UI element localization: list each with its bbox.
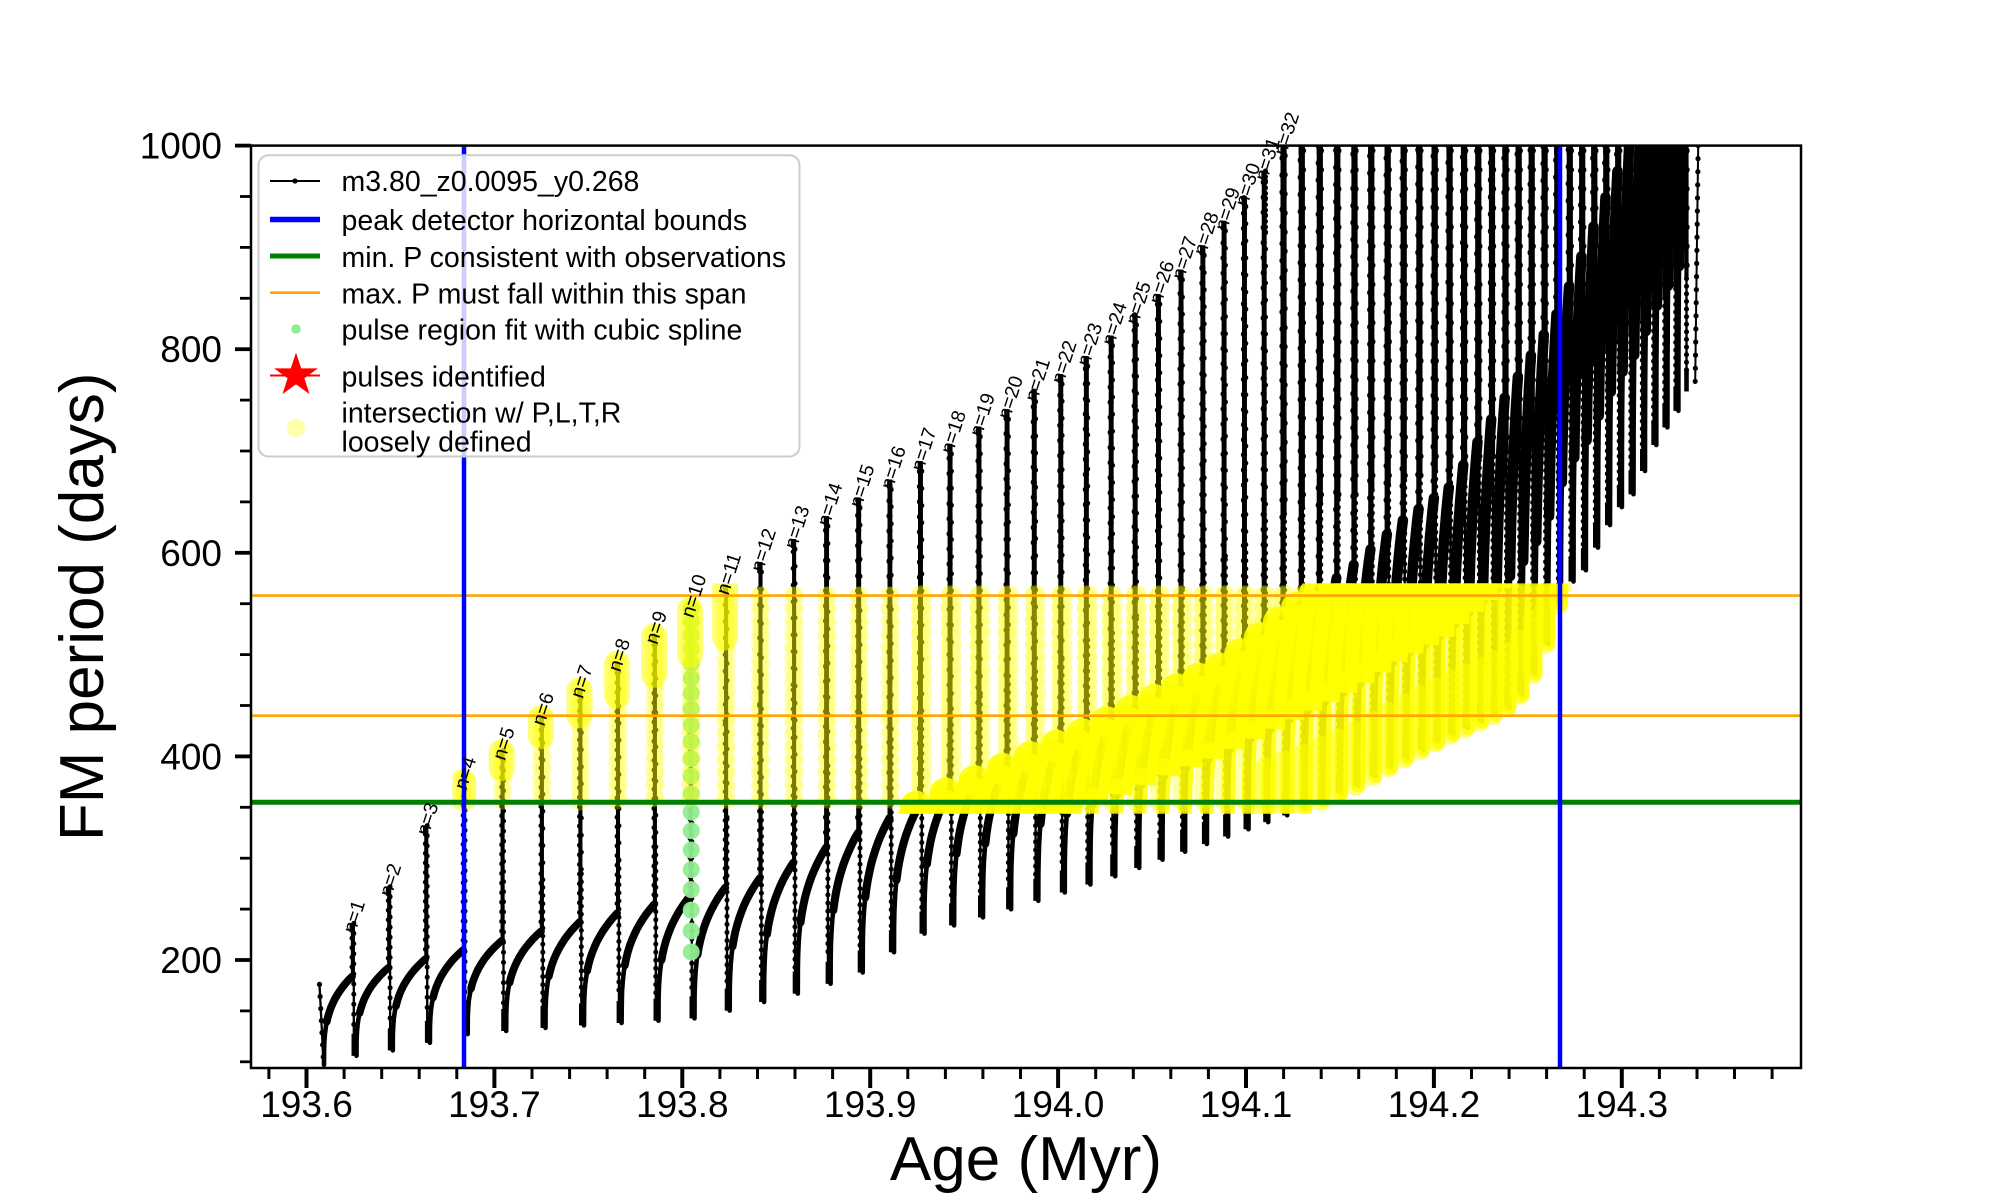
svg-text:194.3: 194.3: [1576, 1084, 1669, 1125]
svg-text:loosely defined: loosely defined: [342, 427, 532, 459]
svg-text:193.7: 193.7: [448, 1084, 541, 1125]
svg-text:min. P consistent with observa: min. P consistent with observations: [342, 242, 787, 274]
svg-text:800: 800: [160, 329, 222, 370]
svg-text:194.2: 194.2: [1388, 1084, 1481, 1125]
svg-text:max. P must fall within this s: max. P must fall within this span: [342, 279, 747, 311]
svg-text:200: 200: [160, 940, 222, 981]
svg-text:FM period (days): FM period (days): [48, 373, 117, 842]
svg-text:400: 400: [160, 736, 222, 777]
svg-text:194.1: 194.1: [1200, 1084, 1293, 1125]
svg-text:pulse region fit with cubic sp: pulse region fit with cubic spline: [342, 315, 743, 347]
svg-text:peak detector horizontal bound: peak detector horizontal bounds: [342, 205, 748, 237]
svg-text:193.6: 193.6: [260, 1084, 353, 1125]
svg-text:m3.80_z0.0095_y0.268: m3.80_z0.0095_y0.268: [342, 166, 640, 198]
svg-text:pulses identified: pulses identified: [342, 362, 546, 394]
svg-text:Age (Myr): Age (Myr): [890, 1125, 1162, 1194]
svg-text:600: 600: [160, 533, 222, 574]
svg-text:1000: 1000: [140, 126, 222, 167]
svg-text:193.8: 193.8: [636, 1084, 729, 1125]
svg-text:intersection w/ P,L,T,R: intersection w/ P,L,T,R: [342, 398, 622, 430]
svg-text:194.0: 194.0: [1012, 1084, 1105, 1125]
svg-text:193.9: 193.9: [824, 1084, 917, 1125]
